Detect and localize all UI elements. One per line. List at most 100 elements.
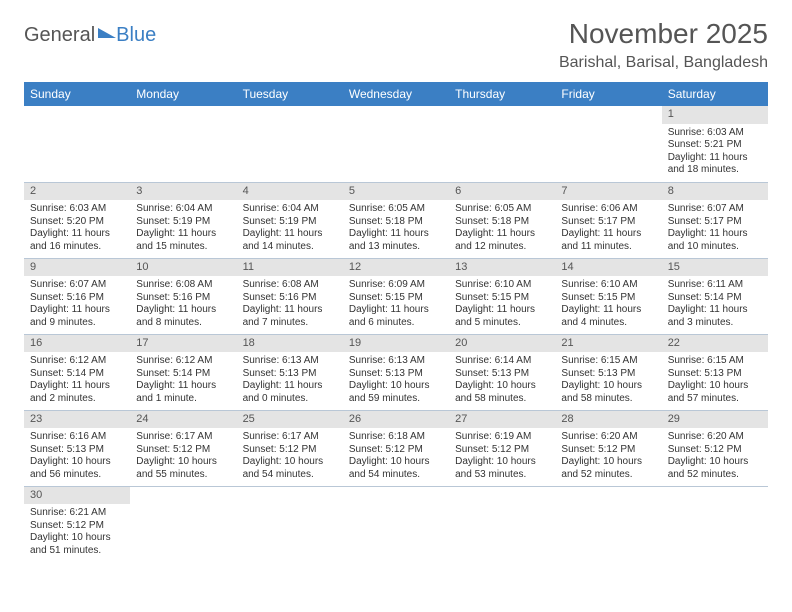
day-number: 13 bbox=[449, 259, 555, 277]
calendar-cell: 23Sunrise: 6:16 AMSunset: 5:13 PMDayligh… bbox=[24, 410, 130, 486]
daylight-text: Daylight: 10 hours and 57 minutes. bbox=[668, 380, 762, 405]
sunset-text: Sunset: 5:12 PM bbox=[455, 444, 549, 457]
day-number: 7 bbox=[555, 183, 661, 201]
day-details: Sunrise: 6:09 AMSunset: 5:15 PMDaylight:… bbox=[343, 276, 449, 333]
day-details: Sunrise: 6:17 AMSunset: 5:12 PMDaylight:… bbox=[237, 428, 343, 485]
day-number: 2 bbox=[24, 183, 130, 201]
logo-text-1: General bbox=[24, 24, 95, 47]
daylight-text: Daylight: 11 hours and 12 minutes. bbox=[455, 228, 549, 253]
sunset-text: Sunset: 5:21 PM bbox=[668, 139, 762, 152]
calendar-row: 23Sunrise: 6:16 AMSunset: 5:13 PMDayligh… bbox=[24, 410, 768, 486]
day-details: Sunrise: 6:07 AMSunset: 5:16 PMDaylight:… bbox=[24, 276, 130, 333]
calendar-cell: 28Sunrise: 6:20 AMSunset: 5:12 PMDayligh… bbox=[555, 410, 661, 486]
calendar-cell: 29Sunrise: 6:20 AMSunset: 5:12 PMDayligh… bbox=[662, 410, 768, 486]
calendar-cell: 3Sunrise: 6:04 AMSunset: 5:19 PMDaylight… bbox=[130, 182, 236, 258]
calendar-cell: 21Sunrise: 6:15 AMSunset: 5:13 PMDayligh… bbox=[555, 334, 661, 410]
calendar-cell: 25Sunrise: 6:17 AMSunset: 5:12 PMDayligh… bbox=[237, 410, 343, 486]
sunrise-text: Sunrise: 6:04 AM bbox=[243, 203, 337, 216]
calendar-cell bbox=[237, 106, 343, 182]
sunset-text: Sunset: 5:12 PM bbox=[136, 444, 230, 457]
sunset-text: Sunset: 5:20 PM bbox=[30, 216, 124, 229]
sunset-text: Sunset: 5:13 PM bbox=[668, 368, 762, 381]
day-details: Sunrise: 6:21 AMSunset: 5:12 PMDaylight:… bbox=[24, 504, 130, 561]
weekday-header: Tuesday bbox=[237, 82, 343, 106]
sunrise-text: Sunrise: 6:09 AM bbox=[349, 279, 443, 292]
calendar-cell bbox=[130, 106, 236, 182]
day-details: Sunrise: 6:16 AMSunset: 5:13 PMDaylight:… bbox=[24, 428, 130, 485]
sunrise-text: Sunrise: 6:20 AM bbox=[561, 431, 655, 444]
calendar-cell bbox=[449, 486, 555, 562]
sunset-text: Sunset: 5:15 PM bbox=[561, 292, 655, 305]
daylight-text: Daylight: 11 hours and 4 minutes. bbox=[561, 304, 655, 329]
day-number: 3 bbox=[130, 183, 236, 201]
sunrise-text: Sunrise: 6:06 AM bbox=[561, 203, 655, 216]
daylight-text: Daylight: 11 hours and 15 minutes. bbox=[136, 228, 230, 253]
sunrise-text: Sunrise: 6:07 AM bbox=[668, 203, 762, 216]
day-details: Sunrise: 6:06 AMSunset: 5:17 PMDaylight:… bbox=[555, 200, 661, 257]
day-details: Sunrise: 6:11 AMSunset: 5:14 PMDaylight:… bbox=[662, 276, 768, 333]
daylight-text: Daylight: 11 hours and 3 minutes. bbox=[668, 304, 762, 329]
day-details: Sunrise: 6:04 AMSunset: 5:19 PMDaylight:… bbox=[237, 200, 343, 257]
calendar-cell: 16Sunrise: 6:12 AMSunset: 5:14 PMDayligh… bbox=[24, 334, 130, 410]
day-details: Sunrise: 6:12 AMSunset: 5:14 PMDaylight:… bbox=[24, 352, 130, 409]
sunset-text: Sunset: 5:15 PM bbox=[455, 292, 549, 305]
calendar-cell: 18Sunrise: 6:13 AMSunset: 5:13 PMDayligh… bbox=[237, 334, 343, 410]
day-number: 8 bbox=[662, 183, 768, 201]
daylight-text: Daylight: 10 hours and 59 minutes. bbox=[349, 380, 443, 405]
sunrise-text: Sunrise: 6:17 AM bbox=[136, 431, 230, 444]
daylight-text: Daylight: 10 hours and 56 minutes. bbox=[30, 456, 124, 481]
day-details: Sunrise: 6:19 AMSunset: 5:12 PMDaylight:… bbox=[449, 428, 555, 485]
calendar-row: 9Sunrise: 6:07 AMSunset: 5:16 PMDaylight… bbox=[24, 258, 768, 334]
sunrise-text: Sunrise: 6:13 AM bbox=[243, 355, 337, 368]
day-number: 17 bbox=[130, 335, 236, 353]
sunrise-text: Sunrise: 6:08 AM bbox=[136, 279, 230, 292]
calendar-cell: 6Sunrise: 6:05 AMSunset: 5:18 PMDaylight… bbox=[449, 182, 555, 258]
sunset-text: Sunset: 5:12 PM bbox=[349, 444, 443, 457]
sunset-text: Sunset: 5:19 PM bbox=[243, 216, 337, 229]
day-details: Sunrise: 6:12 AMSunset: 5:14 PMDaylight:… bbox=[130, 352, 236, 409]
day-number: 6 bbox=[449, 183, 555, 201]
daylight-text: Daylight: 11 hours and 7 minutes. bbox=[243, 304, 337, 329]
day-number: 20 bbox=[449, 335, 555, 353]
calendar-cell: 27Sunrise: 6:19 AMSunset: 5:12 PMDayligh… bbox=[449, 410, 555, 486]
calendar-cell: 7Sunrise: 6:06 AMSunset: 5:17 PMDaylight… bbox=[555, 182, 661, 258]
sunset-text: Sunset: 5:16 PM bbox=[136, 292, 230, 305]
sunset-text: Sunset: 5:12 PM bbox=[561, 444, 655, 457]
daylight-text: Daylight: 10 hours and 55 minutes. bbox=[136, 456, 230, 481]
calendar-cell: 30Sunrise: 6:21 AMSunset: 5:12 PMDayligh… bbox=[24, 486, 130, 562]
calendar-cell bbox=[555, 486, 661, 562]
daylight-text: Daylight: 10 hours and 51 minutes. bbox=[30, 532, 124, 557]
daylight-text: Daylight: 11 hours and 0 minutes. bbox=[243, 380, 337, 405]
day-details: Sunrise: 6:05 AMSunset: 5:18 PMDaylight:… bbox=[343, 200, 449, 257]
sunset-text: Sunset: 5:13 PM bbox=[455, 368, 549, 381]
day-number: 16 bbox=[24, 335, 130, 353]
day-details: Sunrise: 6:20 AMSunset: 5:12 PMDaylight:… bbox=[662, 428, 768, 485]
calendar-cell: 10Sunrise: 6:08 AMSunset: 5:16 PMDayligh… bbox=[130, 258, 236, 334]
daylight-text: Daylight: 11 hours and 9 minutes. bbox=[30, 304, 124, 329]
sunset-text: Sunset: 5:17 PM bbox=[561, 216, 655, 229]
daylight-text: Daylight: 10 hours and 58 minutes. bbox=[561, 380, 655, 405]
day-details: Sunrise: 6:07 AMSunset: 5:17 PMDaylight:… bbox=[662, 200, 768, 257]
day-number: 18 bbox=[237, 335, 343, 353]
calendar-cell: 17Sunrise: 6:12 AMSunset: 5:14 PMDayligh… bbox=[130, 334, 236, 410]
daylight-text: Daylight: 10 hours and 52 minutes. bbox=[561, 456, 655, 481]
daylight-text: Daylight: 11 hours and 1 minute. bbox=[136, 380, 230, 405]
day-details: Sunrise: 6:13 AMSunset: 5:13 PMDaylight:… bbox=[343, 352, 449, 409]
day-details: Sunrise: 6:10 AMSunset: 5:15 PMDaylight:… bbox=[449, 276, 555, 333]
day-details: Sunrise: 6:03 AMSunset: 5:21 PMDaylight:… bbox=[662, 124, 768, 181]
day-details: Sunrise: 6:08 AMSunset: 5:16 PMDaylight:… bbox=[237, 276, 343, 333]
sunrise-text: Sunrise: 6:15 AM bbox=[668, 355, 762, 368]
sunset-text: Sunset: 5:14 PM bbox=[668, 292, 762, 305]
sunset-text: Sunset: 5:18 PM bbox=[455, 216, 549, 229]
sunset-text: Sunset: 5:15 PM bbox=[349, 292, 443, 305]
day-details: Sunrise: 6:18 AMSunset: 5:12 PMDaylight:… bbox=[343, 428, 449, 485]
calendar-cell bbox=[130, 486, 236, 562]
day-details: Sunrise: 6:15 AMSunset: 5:13 PMDaylight:… bbox=[662, 352, 768, 409]
daylight-text: Daylight: 11 hours and 11 minutes. bbox=[561, 228, 655, 253]
sunset-text: Sunset: 5:13 PM bbox=[30, 444, 124, 457]
calendar-row: 1Sunrise: 6:03 AMSunset: 5:21 PMDaylight… bbox=[24, 106, 768, 182]
day-details: Sunrise: 6:17 AMSunset: 5:12 PMDaylight:… bbox=[130, 428, 236, 485]
sunrise-text: Sunrise: 6:12 AM bbox=[30, 355, 124, 368]
sunset-text: Sunset: 5:14 PM bbox=[30, 368, 124, 381]
sunset-text: Sunset: 5:17 PM bbox=[668, 216, 762, 229]
